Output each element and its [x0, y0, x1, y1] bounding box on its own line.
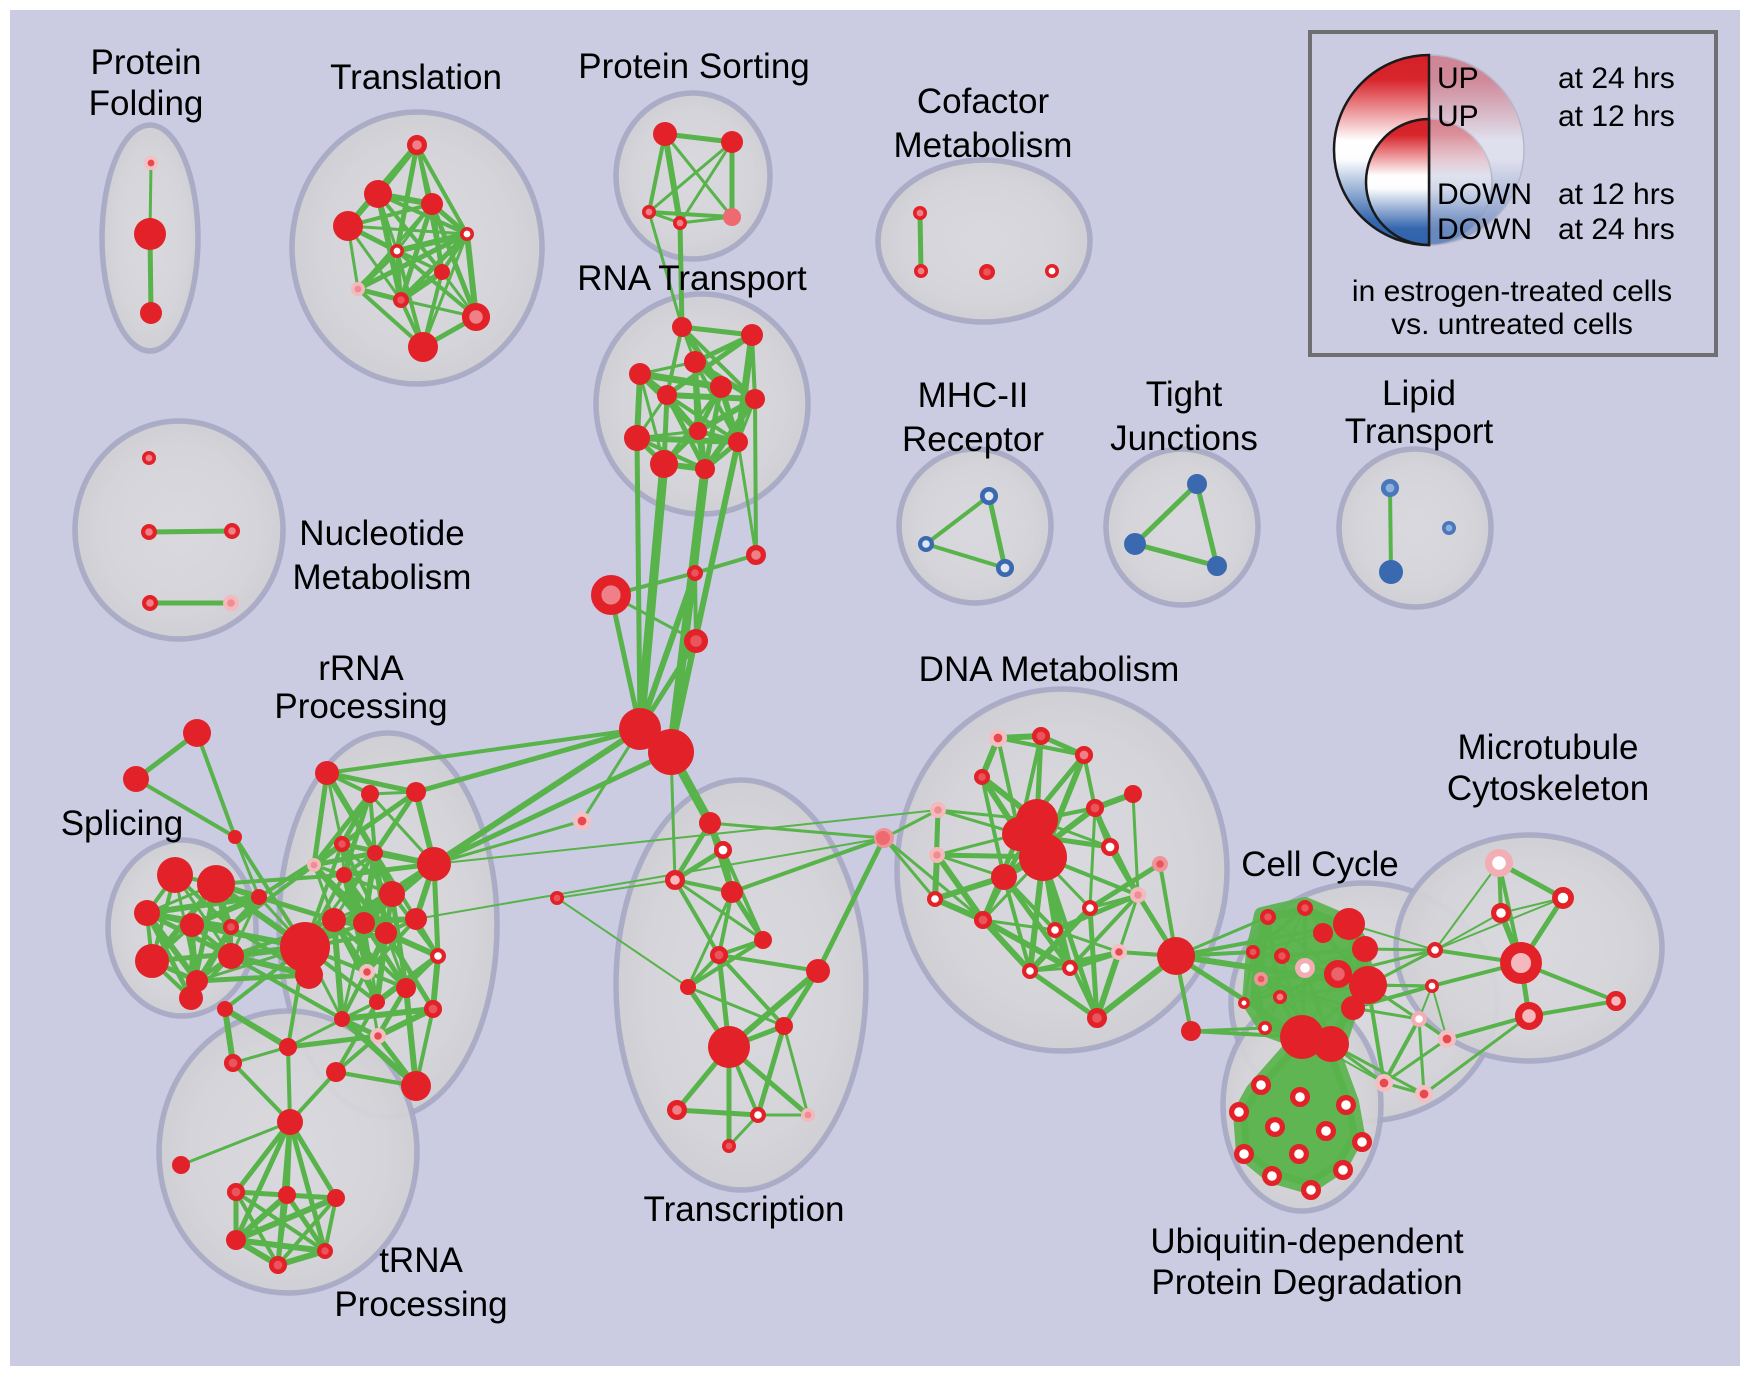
svg-text:Transport: Transport: [1345, 412, 1494, 451]
svg-text:UP: UP: [1437, 100, 1479, 133]
svg-text:MHC-II: MHC-II: [918, 376, 1029, 415]
svg-text:Cofactor: Cofactor: [917, 82, 1050, 121]
svg-text:Protein Degradation: Protein Degradation: [1151, 1263, 1462, 1302]
svg-text:vs. untreated cells: vs. untreated cells: [1391, 308, 1633, 341]
svg-text:Translation: Translation: [330, 58, 502, 97]
svg-text:Processing: Processing: [334, 1285, 507, 1324]
svg-text:Cytoskeleton: Cytoskeleton: [1447, 769, 1649, 808]
svg-text:RNA Transport: RNA Transport: [577, 259, 807, 298]
svg-text:Folding: Folding: [89, 84, 204, 123]
svg-text:Tight: Tight: [1146, 375, 1223, 414]
svg-text:Junctions: Junctions: [1110, 419, 1258, 458]
svg-text:Transcription: Transcription: [644, 1190, 845, 1229]
svg-text:Protein Sorting: Protein Sorting: [578, 47, 810, 86]
svg-text:Metabolism: Metabolism: [894, 126, 1073, 165]
svg-text:Receptor: Receptor: [902, 420, 1044, 459]
svg-text:at 12 hrs: at 12 hrs: [1558, 100, 1675, 133]
svg-text:Lipid: Lipid: [1382, 374, 1456, 413]
svg-text:DOWN: DOWN: [1437, 213, 1532, 246]
svg-text:at 24 hrs: at 24 hrs: [1558, 213, 1675, 246]
svg-text:in estrogen-treated cells: in estrogen-treated cells: [1352, 275, 1672, 308]
svg-text:DOWN: DOWN: [1437, 178, 1532, 211]
svg-text:Microtubule: Microtubule: [1458, 728, 1639, 767]
svg-text:DNA Metabolism: DNA Metabolism: [919, 650, 1180, 689]
svg-text:tRNA: tRNA: [379, 1241, 463, 1280]
svg-text:Cell Cycle: Cell Cycle: [1241, 845, 1399, 884]
svg-text:rRNA: rRNA: [318, 649, 404, 688]
svg-text:at 24 hrs: at 24 hrs: [1558, 62, 1675, 95]
svg-text:Metabolism: Metabolism: [293, 558, 472, 597]
svg-text:at 12 hrs: at 12 hrs: [1558, 178, 1675, 211]
svg-text:UP: UP: [1437, 62, 1479, 95]
svg-text:Protein: Protein: [91, 43, 202, 82]
svg-text:Splicing: Splicing: [61, 804, 184, 843]
svg-text:Processing: Processing: [274, 687, 447, 726]
svg-text:Ubiquitin-dependent: Ubiquitin-dependent: [1150, 1222, 1464, 1261]
svg-text:Nucleotide: Nucleotide: [299, 514, 464, 553]
